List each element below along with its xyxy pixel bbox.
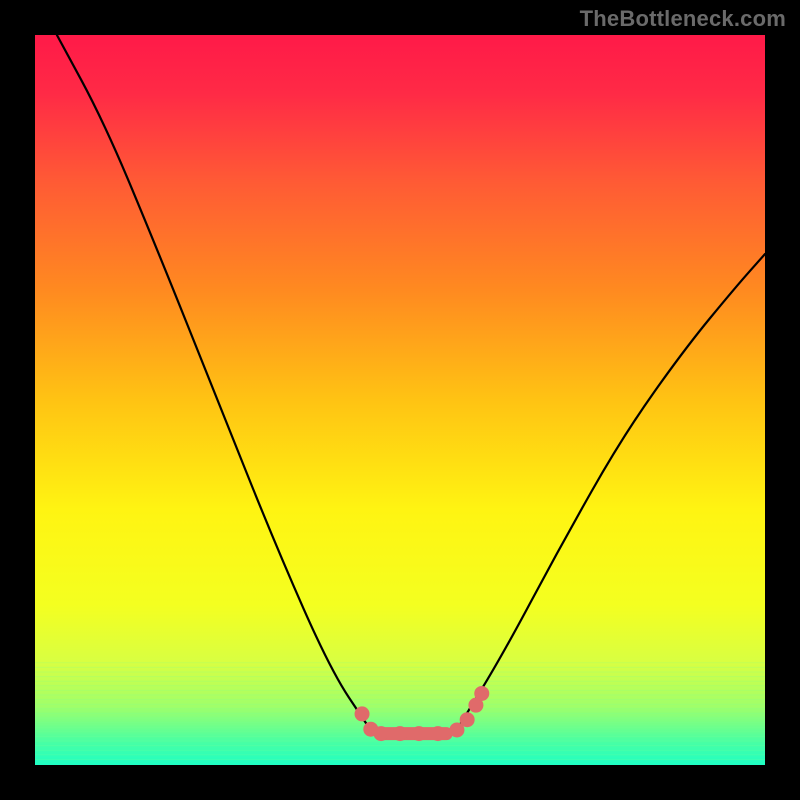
chart-stage: TheBottleneck.com: [0, 0, 800, 800]
bottleneck-chart: [0, 0, 800, 800]
plot-background: [35, 35, 765, 765]
